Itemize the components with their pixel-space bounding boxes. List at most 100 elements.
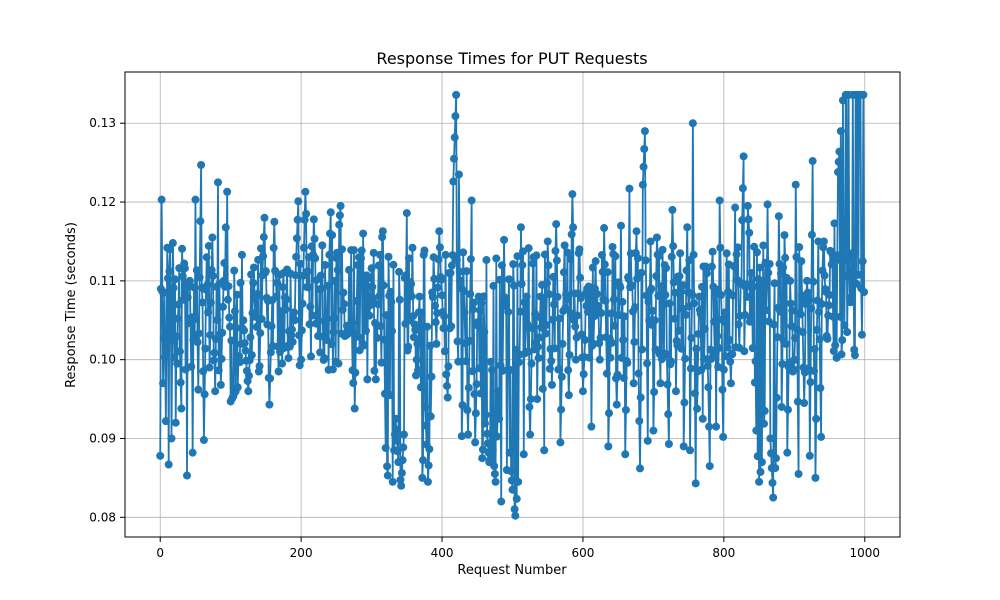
data-point <box>442 381 451 390</box>
data-point <box>361 326 370 335</box>
data-point <box>811 473 820 482</box>
data-point <box>751 357 760 366</box>
data-point <box>191 195 200 204</box>
data-point <box>805 451 814 460</box>
data-point <box>633 274 642 283</box>
data-point <box>662 350 671 359</box>
data-point <box>426 341 435 350</box>
data-point <box>600 224 609 233</box>
data-point <box>723 343 732 352</box>
data-point <box>500 235 509 244</box>
data-point <box>412 355 421 364</box>
data-point <box>400 430 408 439</box>
data-point <box>777 402 786 411</box>
data-point <box>166 245 175 254</box>
data-point <box>198 298 207 307</box>
data-point <box>732 250 741 259</box>
data-point <box>402 209 411 218</box>
data-point <box>214 366 223 375</box>
data-point <box>770 279 779 288</box>
data-point <box>803 288 812 297</box>
data-point <box>532 251 541 260</box>
data-point <box>834 168 842 177</box>
data-point <box>769 320 778 329</box>
data-point <box>635 416 644 425</box>
data-point <box>465 336 474 345</box>
data-point <box>328 365 337 374</box>
y-tick-label: 0.08 <box>89 510 116 524</box>
chart-title: Response Times for PUT Requests <box>376 49 647 68</box>
data-point <box>237 250 246 259</box>
data-point <box>695 292 704 301</box>
data-point <box>767 449 776 458</box>
data-point <box>652 272 661 281</box>
data-point <box>776 307 785 316</box>
data-point <box>609 295 618 304</box>
data-point <box>798 328 807 337</box>
data-point <box>435 227 444 236</box>
data-point <box>590 312 599 321</box>
data-point <box>213 315 222 324</box>
data-point <box>734 320 743 329</box>
data-point <box>208 233 217 242</box>
data-point <box>583 307 592 316</box>
data-point <box>490 462 499 471</box>
data-point <box>475 364 484 373</box>
data-point <box>383 471 392 480</box>
data-point <box>538 384 547 393</box>
data-point <box>581 335 590 344</box>
data-point <box>814 237 823 246</box>
data-point <box>415 292 424 301</box>
data-point <box>367 264 376 273</box>
data-point <box>781 339 790 348</box>
data-point <box>168 239 177 248</box>
data-point <box>619 335 628 344</box>
data-point <box>329 328 338 337</box>
data-point <box>269 243 278 252</box>
data-point <box>304 283 313 292</box>
data-point <box>814 307 823 316</box>
data-point <box>340 299 349 308</box>
data-point <box>524 347 532 356</box>
data-point <box>473 321 482 330</box>
data-point <box>409 333 418 342</box>
data-point <box>854 270 863 279</box>
data-point <box>513 252 522 261</box>
data-point <box>177 404 186 413</box>
data-point <box>603 268 612 277</box>
data-point <box>236 278 245 287</box>
data-point <box>795 243 804 252</box>
data-point <box>276 336 285 345</box>
data-point <box>689 250 698 259</box>
data-point <box>156 451 165 460</box>
data-point <box>178 244 187 253</box>
data-point <box>623 358 632 367</box>
data-point <box>471 409 480 418</box>
data-point <box>812 325 821 334</box>
data-point <box>619 374 628 383</box>
data-point <box>392 425 401 434</box>
data-point <box>432 339 441 348</box>
data-point <box>743 201 752 210</box>
data-point <box>310 234 319 243</box>
data-point <box>607 338 616 347</box>
data-point <box>650 387 659 396</box>
data-point <box>244 387 253 396</box>
data-point <box>664 410 673 419</box>
data-point <box>835 147 844 156</box>
data-point <box>186 319 195 328</box>
data-point <box>488 365 497 374</box>
data-point <box>843 328 852 337</box>
data-point <box>719 432 728 441</box>
data-point <box>330 314 339 323</box>
data-point <box>326 208 335 217</box>
data-point <box>334 359 343 368</box>
data-point <box>707 262 716 271</box>
data-point <box>774 212 783 221</box>
data-point <box>395 267 404 276</box>
data-point <box>335 211 344 220</box>
data-point <box>161 352 170 361</box>
data-point <box>786 276 795 285</box>
data-point <box>214 178 222 187</box>
